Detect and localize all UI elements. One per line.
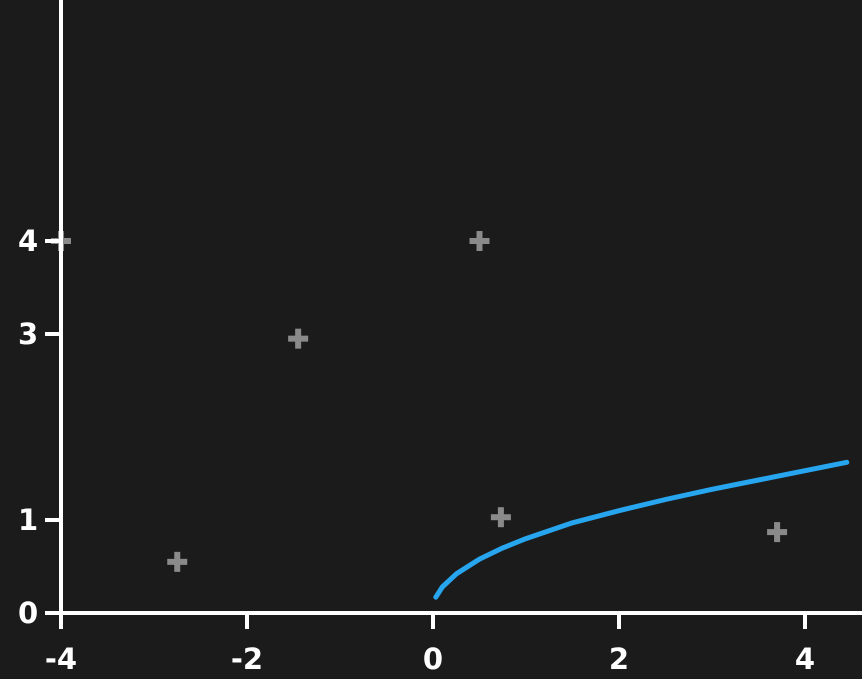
scatter-point <box>167 551 188 572</box>
y-tick-label: 3 <box>18 317 38 351</box>
y-tick-label: 1 <box>18 503 38 537</box>
plus-marker-v <box>774 522 781 543</box>
scatter-point <box>288 328 309 349</box>
plus-marker-v <box>295 328 302 349</box>
plot-area <box>51 231 850 600</box>
scatter-point <box>490 507 511 528</box>
x-tick-label: -4 <box>45 642 77 676</box>
curve-line <box>433 459 850 600</box>
y-tick-label: 4 <box>18 224 38 258</box>
x-tick-label: 4 <box>795 642 815 676</box>
y-tick-label: 0 <box>18 596 38 630</box>
plus-marker-v <box>476 231 483 251</box>
scatter-point <box>767 522 788 543</box>
axes: -4 -2 0 2 4 0 1 3 4 <box>18 0 862 676</box>
x-tick-label: 0 <box>423 642 443 676</box>
x-tick-label: 2 <box>609 642 629 676</box>
plus-marker-v <box>174 551 181 572</box>
x-tick-label: -2 <box>231 642 263 676</box>
scatter-point <box>469 231 490 251</box>
plus-marker-v <box>497 507 504 528</box>
